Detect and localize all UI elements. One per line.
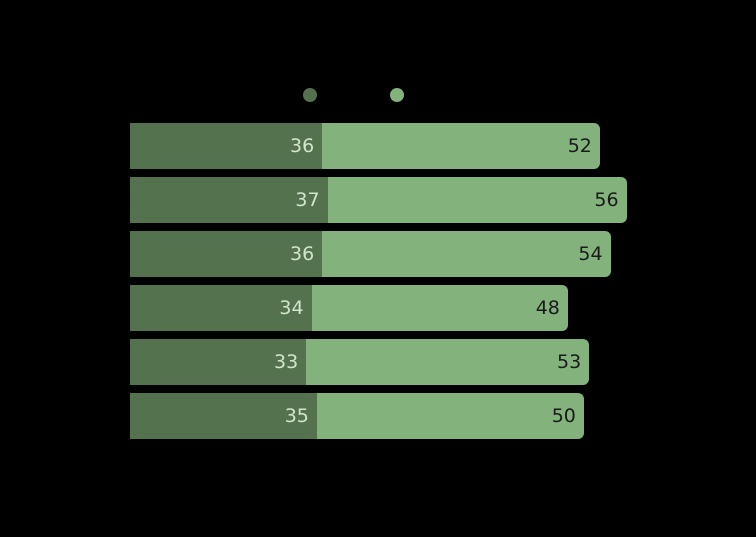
- series-2-marker: [390, 88, 404, 102]
- bar-value-label: 36: [290, 242, 315, 265]
- bar-segment-series-1: 36: [130, 231, 323, 277]
- bar-row: 33 53: [130, 339, 627, 385]
- bar-value-label: 34: [279, 296, 304, 319]
- bar-segment-series-1: 35: [130, 393, 317, 439]
- bar-value-label: 33: [274, 350, 299, 373]
- bar-segment-series-2: 53: [306, 339, 590, 385]
- bar-value-label: 52: [567, 134, 592, 157]
- bar-segment-series-1: 37: [130, 177, 328, 223]
- bar-row: 36 52: [130, 123, 627, 169]
- bar-row: 35 50: [130, 393, 627, 439]
- bar-row: 37 56: [130, 177, 627, 223]
- bar-segment-series-1: 33: [130, 339, 307, 385]
- bar-row: 34 48: [130, 285, 627, 331]
- bar-value-label: 50: [551, 404, 576, 427]
- bar-value-label: 54: [578, 242, 603, 265]
- bar-value-label: 56: [594, 188, 619, 211]
- bar-row: 36 54: [130, 231, 627, 277]
- bar-segment-series-2: 50: [316, 393, 584, 439]
- bar-segment-series-1: 36: [130, 123, 323, 169]
- bar-segment-series-1: 34: [130, 285, 312, 331]
- bar-value-label: 37: [295, 188, 320, 211]
- bar-segment-series-2: 52: [322, 123, 600, 169]
- bar-value-label: 35: [284, 404, 309, 427]
- plot-area: 36 52 37 56 36 54 34 48 33 53 35 50: [130, 123, 627, 439]
- bar-segment-series-2: 56: [327, 177, 627, 223]
- bar-value-label: 36: [290, 134, 315, 157]
- bar-segment-series-2: 48: [311, 285, 568, 331]
- bar-segment-series-2: 54: [322, 231, 611, 277]
- bar-value-label: 48: [535, 296, 560, 319]
- chart-legend: [303, 88, 404, 102]
- series-1-marker: [303, 88, 317, 102]
- bar-value-label: 53: [557, 350, 582, 373]
